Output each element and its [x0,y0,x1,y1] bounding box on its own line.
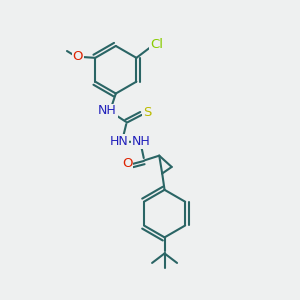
Text: HN: HN [110,135,128,148]
Text: O: O [122,158,132,170]
Text: NH: NH [131,135,150,148]
Text: Cl: Cl [150,38,163,51]
Text: S: S [143,106,151,119]
Text: NH: NH [98,104,117,117]
Text: O: O [73,50,83,64]
